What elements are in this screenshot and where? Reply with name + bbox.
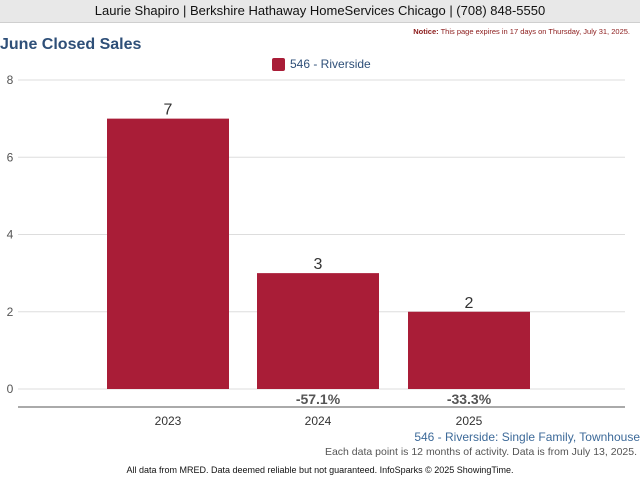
agent-header: Laurie Shapiro | Berkshire Hathaway Home… xyxy=(0,0,640,23)
y-tick-label: 6 xyxy=(7,150,14,164)
bar xyxy=(408,311,530,389)
legend-label: 546 - Riverside xyxy=(290,57,371,71)
data-label: 7 xyxy=(164,102,173,119)
notice-text: This page expires in 17 days on Thursday… xyxy=(440,27,630,36)
y-tick-label: 0 xyxy=(7,382,14,396)
y-tick-label: 4 xyxy=(7,228,14,242)
bar xyxy=(257,273,379,389)
data-credit: All data from MRED. Data deemed reliable… xyxy=(126,465,514,475)
change-label: -33.3% xyxy=(447,391,492,407)
x-tick-label: 2025 xyxy=(456,414,483,428)
notice-label: Notice: xyxy=(413,27,439,36)
legend[interactable]: 546 - Riverside xyxy=(272,57,371,71)
x-tick-label: 2024 xyxy=(305,414,332,428)
series-caption: 546 - Riverside: Single Family, Townhous… xyxy=(414,430,640,444)
agent-line: Laurie Shapiro | Berkshire Hathaway Home… xyxy=(94,3,546,18)
chart-title: June Closed Sales xyxy=(0,36,142,53)
y-tick-label: 8 xyxy=(7,73,14,87)
change-label: -57.1% xyxy=(296,391,341,407)
legend-swatch xyxy=(272,57,285,71)
y-tick-label: 2 xyxy=(7,305,14,319)
bar xyxy=(107,118,229,389)
x-tick-label: 2023 xyxy=(155,414,182,428)
expiry-notice: Notice: This page expires in 17 days on … xyxy=(413,27,630,36)
data-label: 2 xyxy=(465,295,474,312)
data-note: Each data point is 12 months of activity… xyxy=(324,446,637,458)
data-label: 3 xyxy=(314,256,323,273)
